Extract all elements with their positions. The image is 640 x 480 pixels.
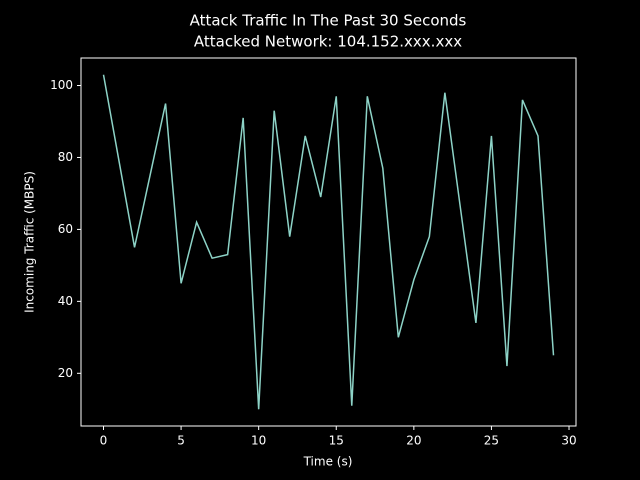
x-tick-label: 15 xyxy=(329,434,344,448)
x-tick-label: 10 xyxy=(251,434,266,448)
y-tick-label: 80 xyxy=(58,150,73,164)
data-line xyxy=(102,74,555,410)
chart-subtitle: Attacked Network: 104.152.xxx.xxx xyxy=(194,33,462,51)
y-tick-label: 100 xyxy=(50,78,73,92)
x-tick-label: 5 xyxy=(177,434,185,448)
axes-frame xyxy=(80,57,577,427)
x-tick-label: 20 xyxy=(406,434,421,448)
y-tick-label: 40 xyxy=(58,294,73,308)
x-tick-label: 0 xyxy=(100,434,108,448)
y-tick-label: 60 xyxy=(58,222,73,236)
y-tick-label: 20 xyxy=(58,366,73,380)
chart-title: Attack Traffic In The Past 30 Seconds xyxy=(190,12,467,30)
x-tick-label: 25 xyxy=(484,434,499,448)
y-axis-label: Incoming Traffic (MBPS) xyxy=(23,171,37,313)
x-axis-label: Time (s) xyxy=(303,455,353,469)
x-tick-label: 30 xyxy=(561,434,576,448)
